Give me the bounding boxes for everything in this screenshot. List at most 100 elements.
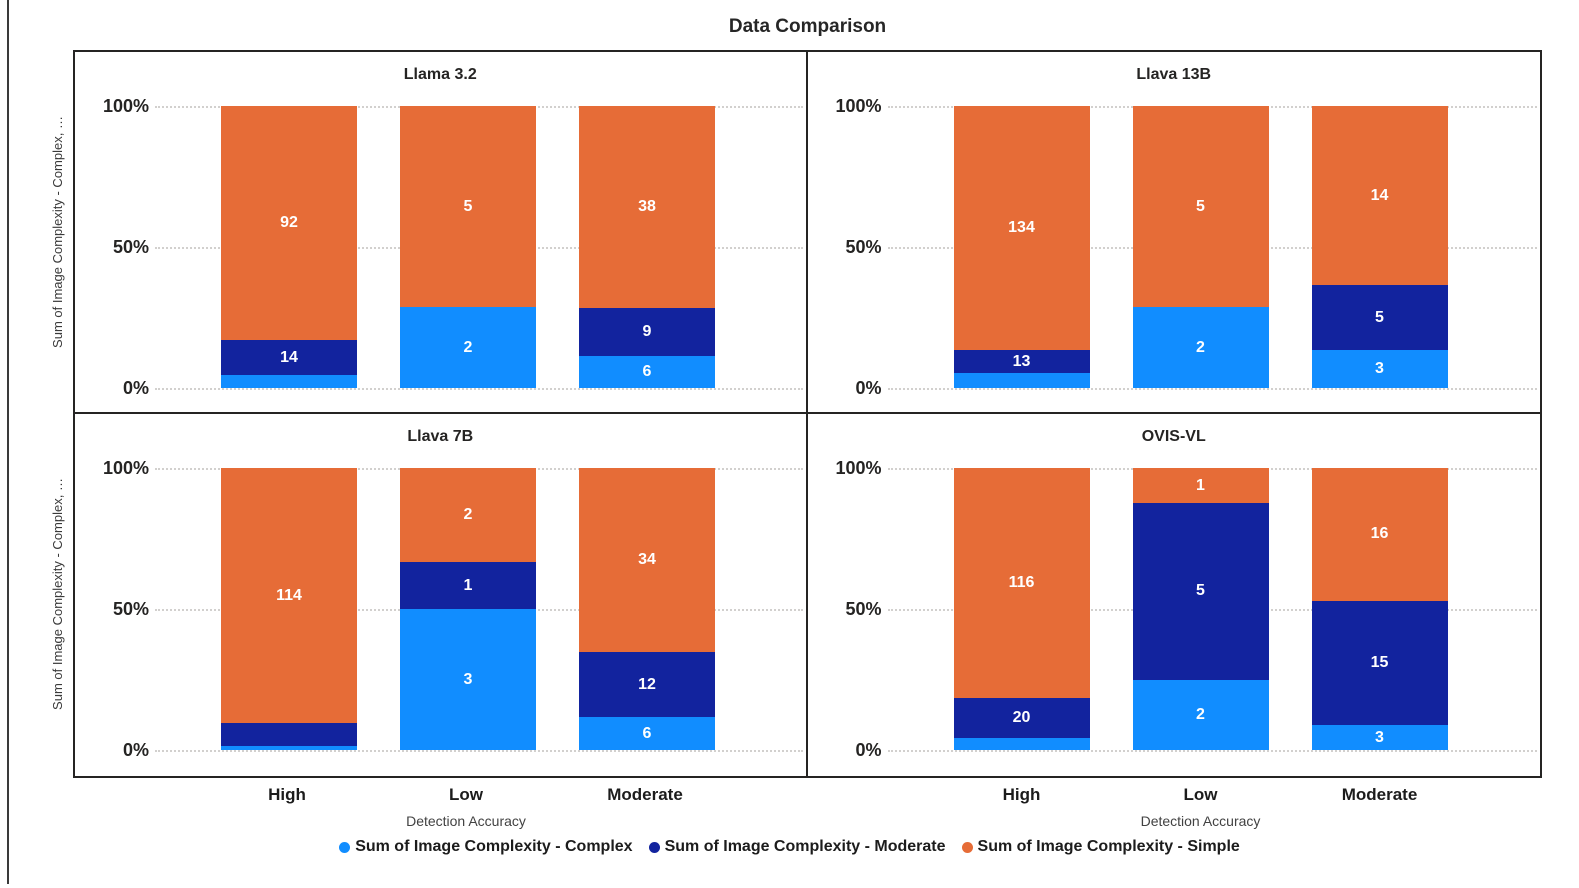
plot-area: 100% 50% 0% 114 3 1 2 6 12 34 xyxy=(75,458,806,760)
segment-complex[interactable] xyxy=(953,738,1090,750)
segment-moderate[interactable]: 12 xyxy=(579,652,715,718)
segment-complex[interactable]: 3 xyxy=(1311,725,1448,750)
segment-simple[interactable]: 5 xyxy=(1132,106,1269,308)
panel-title: Llama 3.2 xyxy=(403,66,477,83)
segment-moderate[interactable]: 13 xyxy=(953,349,1090,374)
segment-moderate[interactable]: 15 xyxy=(1311,600,1448,726)
legend-item-complex[interactable]: Sum of Image Complexity - Complex xyxy=(339,838,633,856)
legend-dot-complex-icon xyxy=(339,841,351,853)
legend-dot-simple-icon xyxy=(961,841,973,853)
plot-area: 100% 50% 0% 14 92 2 5 6 9 38 xyxy=(75,96,806,398)
data-label: 116 xyxy=(1008,574,1035,592)
stacked-bar-low[interactable]: 2 5 1 xyxy=(1132,468,1269,750)
data-label: 1 xyxy=(463,576,473,594)
data-label: 92 xyxy=(280,213,298,231)
data-label: 3 xyxy=(1375,728,1384,746)
data-label: 34 xyxy=(638,551,656,569)
data-label: 5 xyxy=(463,197,473,215)
segment-complex[interactable]: 3 xyxy=(1311,349,1448,388)
panel-title: Llava 7B xyxy=(407,428,474,445)
y-tick-label: 50% xyxy=(112,237,149,257)
data-label: 134 xyxy=(1008,218,1035,236)
segment-moderate[interactable]: 9 xyxy=(579,308,715,357)
segment-moderate[interactable] xyxy=(221,723,357,746)
segment-complex[interactable] xyxy=(953,373,1090,388)
stacked-bar-high[interactable]: 14 92 xyxy=(221,106,357,388)
y-axis-title-bottom: Sum of Image Complexity - Complex, … xyxy=(50,478,65,710)
segment-complex[interactable]: 2 xyxy=(400,307,536,388)
segment-simple[interactable]: 114 xyxy=(221,468,357,724)
segment-complex[interactable]: 2 xyxy=(1132,307,1269,388)
stacked-bar-moderate[interactable]: 6 12 34 xyxy=(579,468,715,750)
segment-simple[interactable]: 34 xyxy=(579,468,715,653)
gridline xyxy=(155,750,803,752)
stacked-bar-moderate[interactable]: 3 5 14 xyxy=(1311,106,1448,388)
segment-moderate[interactable]: 20 xyxy=(953,698,1090,739)
legend-item-simple[interactable]: Sum of Image Complexity - Simple xyxy=(961,838,1240,856)
segment-simple[interactable]: 116 xyxy=(953,468,1090,699)
panel-llava-13b: Llava 13B 100% 50% 0% 13 134 2 5 3 5 14 xyxy=(807,52,1540,414)
segment-simple[interactable]: 14 xyxy=(1311,106,1448,286)
segment-complex[interactable] xyxy=(221,375,357,388)
x-category-label-moderate[interactable]: Moderate xyxy=(607,785,683,804)
data-label: 14 xyxy=(280,348,298,366)
data-label: 13 xyxy=(1012,352,1031,370)
stacked-bar-high[interactable]: 13 134 xyxy=(953,106,1090,388)
segment-complex[interactable]: 2 xyxy=(1132,679,1269,750)
segment-simple[interactable]: 5 xyxy=(400,106,536,308)
data-label: 15 xyxy=(1370,653,1389,671)
segment-complex[interactable]: 3 xyxy=(400,609,536,750)
y-tick-label: 0% xyxy=(855,378,882,398)
x-category-label-low[interactable]: Low xyxy=(449,785,483,804)
segment-simple[interactable]: 134 xyxy=(953,106,1090,350)
segment-simple[interactable]: 92 xyxy=(221,106,357,340)
segment-simple[interactable]: 1 xyxy=(1132,468,1269,504)
chart-legend: Sum of Image Complexity - Complex Sum of… xyxy=(0,838,1579,856)
stacked-bar-low[interactable]: 3 1 2 xyxy=(400,468,536,750)
x-axis-right-column: Detection Accuracy High Low Moderate xyxy=(808,780,1543,842)
y-tick-label: 0% xyxy=(122,740,149,760)
segment-complex[interactable]: 6 xyxy=(579,356,715,388)
y-tick-label: 100% xyxy=(102,458,149,478)
segment-simple[interactable]: 2 xyxy=(400,468,536,562)
segment-complex[interactable]: 6 xyxy=(579,717,715,750)
data-label: 14 xyxy=(1370,186,1389,204)
x-category-label-high[interactable]: High xyxy=(268,785,306,804)
panel-llava-7b: Llava 7B 100% 50% 0% 114 3 1 2 6 12 34 xyxy=(75,414,808,776)
segment-moderate[interactable]: 14 xyxy=(221,339,357,376)
window-edge-line xyxy=(7,0,9,884)
data-label: 12 xyxy=(638,675,656,693)
x-category-label-moderate[interactable]: Moderate xyxy=(1341,785,1418,804)
y-tick-label: 50% xyxy=(845,237,882,257)
figure-frame: Llama 3.2 100% 50% 0% 14 92 2 5 6 9 38 Llava 13B … xyxy=(73,50,1542,778)
panel-title: Llava 13B xyxy=(1136,66,1212,83)
segment-moderate[interactable]: 1 xyxy=(400,562,536,609)
panel-title: OVIS-VL xyxy=(1141,428,1206,445)
legend-dot-moderate-icon xyxy=(648,841,660,853)
segment-moderate[interactable]: 5 xyxy=(1311,285,1448,350)
stacked-bar-moderate[interactable]: 3 15 16 xyxy=(1311,468,1448,750)
x-category-label-low[interactable]: Low xyxy=(1183,785,1218,804)
data-label: 6 xyxy=(642,363,652,381)
segment-moderate[interactable]: 5 xyxy=(1132,503,1269,680)
gridline xyxy=(887,388,1537,390)
data-label: 16 xyxy=(1370,525,1389,543)
segment-simple[interactable]: 16 xyxy=(1311,468,1448,601)
stacked-bar-moderate[interactable]: 6 9 38 xyxy=(579,106,715,388)
stacked-bar-high[interactable]: 20 116 xyxy=(953,468,1090,750)
segment-complex[interactable] xyxy=(221,745,357,750)
x-axis-title: Detection Accuracy xyxy=(406,813,526,829)
y-tick-label: 50% xyxy=(845,599,882,619)
x-axis-left-column: Detection Accuracy High Low Moderate xyxy=(73,780,808,842)
x-category-label-high[interactable]: High xyxy=(1002,785,1041,804)
segment-simple[interactable]: 38 xyxy=(579,106,715,309)
x-axis-row: Detection Accuracy High Low Moderate Detec… xyxy=(73,780,1542,842)
legend-item-moderate[interactable]: Sum of Image Complexity - Moderate xyxy=(648,838,946,856)
stacked-bar-high[interactable]: 114 xyxy=(221,468,357,750)
gridline xyxy=(887,750,1537,752)
data-label: 20 xyxy=(1012,709,1031,727)
y-tick-label: 0% xyxy=(122,378,149,398)
panel-ovis-vl: OVIS-VL 100% 50% 0% 20 116 2 5 1 3 15 16 xyxy=(808,414,1541,776)
